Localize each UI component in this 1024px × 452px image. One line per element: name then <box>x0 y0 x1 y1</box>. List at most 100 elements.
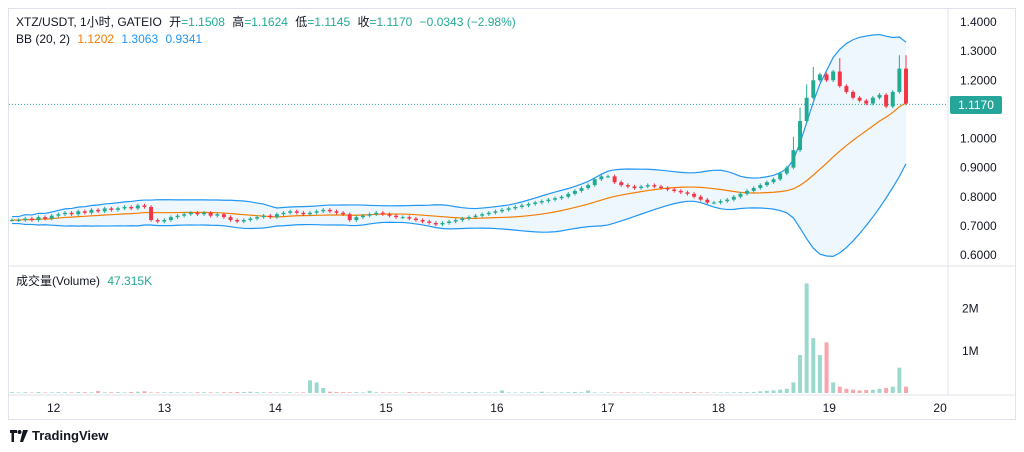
candle-body <box>175 215 180 218</box>
volume-bar <box>49 392 54 393</box>
volume-label[interactable]: 成交量(Volume) <box>16 274 101 288</box>
volume-bar <box>625 392 630 393</box>
volume-bar <box>579 392 584 393</box>
candle-body <box>857 97 862 101</box>
candle-body <box>394 215 399 218</box>
candle-body <box>188 212 193 215</box>
volume-value: 47.315K <box>107 274 153 288</box>
volume-bar <box>665 392 670 393</box>
volume-bar <box>374 392 379 393</box>
volume-bar <box>413 392 418 393</box>
volume-bar <box>711 392 716 393</box>
volume-bar <box>321 387 326 393</box>
volume-bar <box>831 382 836 393</box>
candle-body <box>678 190 683 193</box>
candle-body <box>321 209 326 212</box>
candle-body <box>486 212 491 215</box>
volume-bar <box>500 390 505 393</box>
bb-label[interactable]: BB (20, 2) <box>16 32 71 46</box>
candle-body <box>711 202 716 204</box>
price-tick-label: 0.8000 <box>960 190 997 204</box>
candle-body <box>228 217 233 221</box>
candle-body <box>745 190 750 194</box>
candle-body <box>248 218 253 221</box>
volume-bar <box>82 392 87 393</box>
close-label: 收 <box>357 15 370 29</box>
volume-bar <box>692 392 697 393</box>
volume-bar <box>698 392 703 393</box>
volume-bar <box>56 392 61 393</box>
candle-body <box>360 215 365 218</box>
candle-body <box>480 214 485 216</box>
tradingview-logo[interactable]: TradingView <box>10 428 108 443</box>
candle-body <box>182 214 187 216</box>
candle-body <box>433 222 438 225</box>
candle-body <box>115 208 120 210</box>
open-label: 开 <box>169 15 182 29</box>
volume-bar <box>427 392 432 393</box>
volume-bar <box>890 386 895 393</box>
candle-body <box>824 74 829 81</box>
volume-bar <box>347 392 352 393</box>
candle-body <box>778 173 783 180</box>
volume-bar <box>188 392 193 393</box>
candle-body <box>215 214 220 216</box>
candle-body <box>49 215 54 219</box>
change-value: −0.0343 (−2.98%) <box>419 15 516 29</box>
close-value: =1.1170 <box>369 15 413 29</box>
candle-body <box>466 217 471 219</box>
volume-bar <box>738 392 743 393</box>
candle-body <box>62 212 67 215</box>
high-label: 高 <box>232 15 245 29</box>
time-tick-label: 16 <box>490 401 504 415</box>
high-value: =1.1624 <box>244 15 288 29</box>
candle-body <box>672 189 677 191</box>
volume-bar <box>645 392 650 393</box>
volume-bar <box>89 392 94 393</box>
candle-body <box>731 196 736 200</box>
volume-bar <box>360 392 365 393</box>
bb-legend: BB (20, 2) 1.1202 1.3063 0.9341 <box>16 31 206 47</box>
volume-bar <box>294 392 299 393</box>
candle-body <box>460 218 465 221</box>
time-tick-label: 14 <box>269 401 283 415</box>
volume-bar <box>241 391 246 393</box>
volume-bar <box>480 392 485 393</box>
candle-body <box>400 217 405 219</box>
volume-bar <box>215 392 220 393</box>
volume-bar <box>619 392 624 393</box>
volume-bar <box>221 392 226 393</box>
candle-body <box>202 212 207 215</box>
volume-bar <box>771 390 776 393</box>
volume-tick-label: 2M <box>962 302 979 316</box>
candle-body <box>341 212 346 215</box>
candle-body <box>738 193 743 197</box>
candle-body <box>897 68 902 92</box>
candle-body <box>288 211 293 213</box>
time-tick-label: 20 <box>933 401 947 415</box>
candle-body <box>798 121 803 151</box>
volume-bar <box>29 392 34 393</box>
volume-bar <box>857 390 862 393</box>
volume-bar <box>228 392 233 393</box>
candle-body <box>652 185 657 187</box>
volume-bar <box>16 392 21 393</box>
volume-bar <box>394 392 399 393</box>
symbol-label[interactable]: XTZ/USDT, 1小时, GATEIO <box>16 15 162 29</box>
volume-bar <box>685 392 690 393</box>
volume-bar <box>129 391 134 393</box>
volume-bar <box>811 338 816 393</box>
volume-bar <box>175 392 180 393</box>
volume-bar <box>678 392 683 393</box>
candle-body <box>864 100 869 104</box>
volume-legend: 成交量(Volume) 47.315K <box>16 273 156 289</box>
volume-bar <box>433 392 438 393</box>
candle-body <box>506 208 511 210</box>
candle-body <box>625 185 630 187</box>
volume-bar <box>804 283 809 393</box>
volume-bar <box>453 392 458 393</box>
candle-body <box>698 196 703 200</box>
volume-bar <box>784 388 789 393</box>
volume-bar <box>592 392 597 393</box>
